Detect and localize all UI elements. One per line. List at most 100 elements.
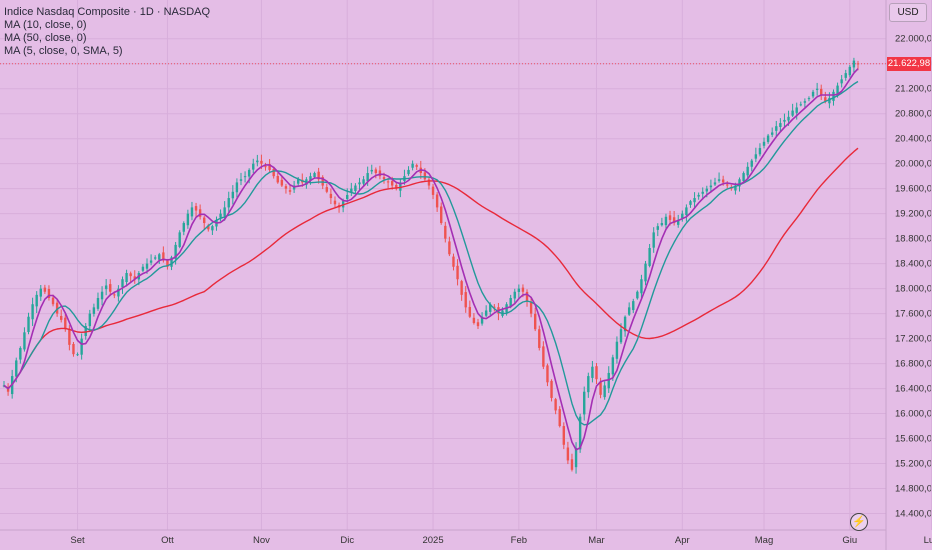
candle-body bbox=[787, 116, 790, 121]
candle-body bbox=[92, 307, 96, 314]
legend-ma10[interactable]: MA (10, close, 0) bbox=[4, 19, 87, 31]
candle-body bbox=[43, 287, 47, 292]
ma5-line bbox=[3, 68, 859, 451]
candle-body bbox=[166, 260, 169, 267]
candle-body bbox=[145, 263, 149, 269]
candle-body bbox=[828, 98, 831, 104]
ma50-line bbox=[3, 147, 859, 390]
candle-body bbox=[350, 188, 353, 193]
legend-ma50[interactable]: MA (50, close, 0) bbox=[4, 32, 87, 44]
candle-body bbox=[652, 232, 655, 248]
candle-body bbox=[125, 273, 128, 283]
x-tick-label: Giu bbox=[842, 535, 857, 546]
candle-body bbox=[243, 176, 247, 178]
candle-body bbox=[51, 297, 55, 305]
candle-body bbox=[194, 206, 198, 211]
candle-body bbox=[456, 265, 459, 280]
candle-body bbox=[284, 186, 288, 189]
candle-body bbox=[235, 182, 239, 193]
candle-body bbox=[721, 179, 725, 183]
candle-body bbox=[848, 66, 852, 76]
candle-body bbox=[395, 184, 398, 189]
candle-body bbox=[198, 209, 202, 217]
candle-body bbox=[23, 332, 26, 350]
candle-body bbox=[603, 385, 606, 398]
candle-body bbox=[256, 160, 259, 163]
candle-body bbox=[362, 179, 365, 184]
candle-body bbox=[15, 360, 18, 377]
candle-body bbox=[668, 215, 672, 220]
candle-body bbox=[615, 341, 619, 359]
candle-body bbox=[803, 101, 807, 103]
chart-legend: Indice Nasdaq Composite · 1D · NASDAQ MA… bbox=[4, 6, 210, 58]
candle-body bbox=[550, 380, 553, 398]
y-tick-label: 14.800,00 bbox=[895, 484, 932, 495]
candle-body bbox=[513, 291, 516, 299]
candle-body bbox=[632, 301, 635, 311]
candle-body bbox=[76, 354, 79, 356]
legend-ma5[interactable]: MA (5, close, 0, SMA, 5) bbox=[4, 45, 123, 57]
candle-body bbox=[775, 126, 778, 131]
candle-body bbox=[689, 201, 692, 205]
candle-body bbox=[705, 188, 709, 192]
candle-body bbox=[542, 346, 545, 367]
candle-body bbox=[431, 186, 435, 195]
candle-body bbox=[280, 179, 284, 186]
candle-body bbox=[824, 97, 827, 102]
y-tick-label: 18.400,00 bbox=[895, 259, 932, 270]
candle-body bbox=[856, 63, 860, 65]
candle-body bbox=[158, 254, 161, 260]
candle-body bbox=[791, 110, 794, 116]
candle-body bbox=[358, 182, 361, 185]
candle-body bbox=[121, 279, 124, 288]
candle-body bbox=[840, 79, 843, 84]
candle-body bbox=[709, 185, 713, 188]
candle-body bbox=[411, 163, 414, 168]
x-tick-label: Apr bbox=[675, 535, 690, 546]
candle-body bbox=[677, 219, 680, 225]
candle-body bbox=[264, 166, 267, 168]
candle-body bbox=[807, 98, 811, 100]
candle-body bbox=[766, 135, 770, 142]
candle-body bbox=[399, 182, 402, 191]
candle-body bbox=[96, 297, 100, 309]
y-tick-label: 20.800,00 bbox=[895, 109, 932, 120]
candle-body bbox=[746, 166, 749, 176]
candle-body bbox=[619, 329, 623, 343]
candle-body bbox=[109, 284, 112, 292]
currency-button[interactable]: USD bbox=[889, 3, 927, 22]
y-tick-label: 20.400,00 bbox=[895, 134, 932, 145]
candle-body bbox=[452, 256, 455, 267]
candle-body bbox=[374, 169, 378, 174]
candle-body bbox=[664, 216, 668, 226]
candle-body bbox=[754, 154, 758, 159]
candle-body bbox=[578, 416, 582, 450]
candle-body bbox=[636, 291, 639, 299]
candle-body bbox=[415, 165, 418, 167]
candle-body bbox=[149, 260, 153, 263]
candle-body bbox=[554, 399, 557, 411]
candle-body bbox=[750, 160, 753, 167]
candle-body bbox=[480, 316, 484, 324]
candle-body bbox=[207, 225, 210, 230]
x-tick-label: Mag bbox=[755, 535, 773, 546]
lightning-bolt-icon[interactable]: ⚡ bbox=[850, 513, 868, 531]
x-tick-label: Mar bbox=[588, 535, 604, 546]
candle-body bbox=[174, 244, 177, 259]
candle-body bbox=[19, 347, 22, 360]
candle-body bbox=[758, 148, 762, 155]
candle-body bbox=[591, 366, 594, 378]
candle-body bbox=[562, 426, 565, 445]
candle-body bbox=[660, 223, 664, 226]
candle-body bbox=[832, 91, 835, 101]
candle-body bbox=[370, 169, 373, 172]
candle-body bbox=[595, 366, 598, 380]
candle-body bbox=[182, 223, 185, 232]
y-tick-label: 22.000,00 bbox=[895, 34, 932, 45]
candle-body bbox=[247, 169, 251, 177]
candle-body bbox=[493, 306, 496, 308]
candle-body bbox=[60, 315, 63, 320]
candle-body bbox=[297, 179, 300, 184]
